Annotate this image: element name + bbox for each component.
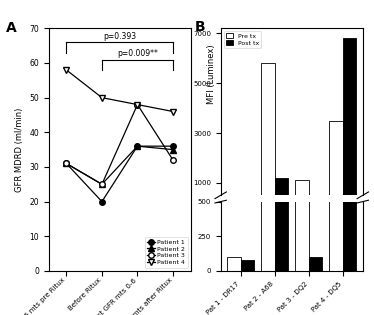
Line: Patient 2: Patient 2 (64, 143, 176, 187)
Bar (275, 105, 288, 271)
Text: A: A (6, 21, 17, 35)
Bar (309, 257, 322, 271)
Bar (241, 260, 254, 271)
Patient 4 (135, 103, 140, 106)
Patient 2 (64, 162, 69, 165)
Line: Patient 4: Patient 4 (64, 67, 176, 114)
Bar (329, 121, 343, 208)
Patient 1 (64, 162, 69, 165)
Line: Patient 3: Patient 3 (64, 102, 176, 187)
Text: MFI (Luminex): MFI (Luminex) (207, 44, 216, 104)
Bar (227, 205, 241, 208)
Bar (343, 38, 356, 208)
Bar (329, 0, 343, 271)
Text: B: B (195, 20, 206, 34)
Bar (295, 118, 309, 271)
Patient 3 (64, 162, 69, 165)
Bar (261, 0, 275, 271)
Legend: Patient 1, Patient 2, Patient 3, Patient 4: Patient 1, Patient 2, Patient 3, Patient… (145, 237, 188, 268)
Patient 1 (135, 144, 140, 148)
Patient 4 (171, 110, 175, 113)
Bar (295, 180, 309, 208)
Bar (343, 0, 356, 271)
Patient 3 (171, 158, 175, 162)
Bar (309, 205, 322, 208)
Patient 1 (171, 144, 175, 148)
Bar (261, 63, 275, 208)
Y-axis label: GFR MDRD (ml/min): GFR MDRD (ml/min) (15, 107, 24, 192)
Patient 2 (99, 182, 104, 186)
Patient 3 (135, 103, 140, 106)
Text: p=0.393: p=0.393 (103, 32, 136, 41)
Bar (241, 206, 254, 208)
Bar (227, 257, 241, 271)
Patient 1 (99, 200, 104, 203)
Line: Patient 1: Patient 1 (64, 143, 176, 204)
Bar (275, 178, 288, 208)
Patient 3 (99, 182, 104, 186)
Text: p=0.009**: p=0.009** (117, 49, 158, 59)
Legend: Pre tx, Post tx: Pre tx, Post tx (224, 32, 261, 48)
Patient 4 (64, 68, 69, 72)
Patient 2 (171, 148, 175, 152)
Patient 4 (99, 96, 104, 100)
Patient 2 (135, 144, 140, 148)
